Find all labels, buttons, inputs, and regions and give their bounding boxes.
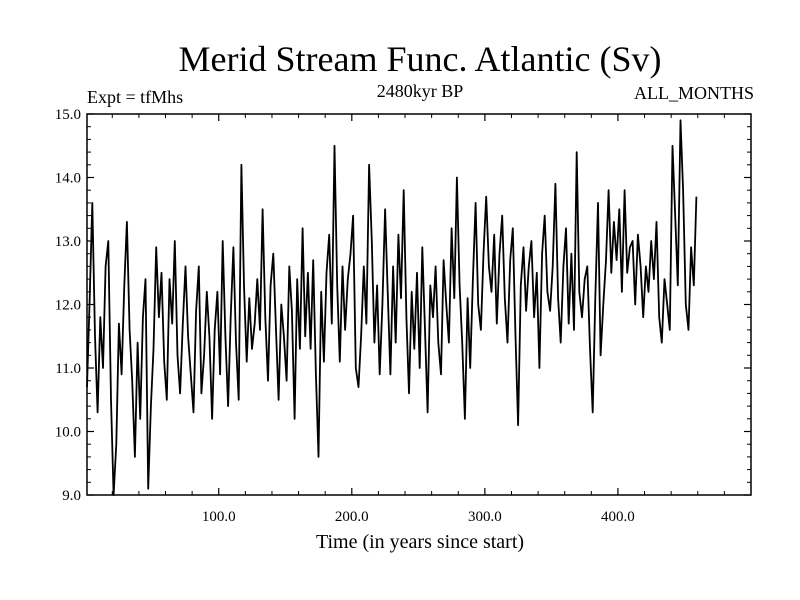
x-tick-label: 200.0 <box>335 509 369 525</box>
x-axis: 100.0 200.0 300.0 400.0 <box>111 114 725 525</box>
y-axis: 9.0 10.0 11.0 12.0 13.0 14.0 15.0 <box>55 107 751 504</box>
x-axis-label: Time (in years since start) <box>316 531 524 553</box>
y-tick-label: 11.0 <box>55 361 81 377</box>
y-tick-label: 15.0 <box>55 107 81 123</box>
y-tick-label: 9.0 <box>62 488 81 504</box>
y-tick-label: 10.0 <box>55 425 81 441</box>
experiment-label: Expt = tfMhs <box>87 87 184 107</box>
x-tick-label: 300.0 <box>468 509 502 525</box>
series-line <box>86 119 698 496</box>
chart-subtitle: 2480kyr BP <box>376 81 464 101</box>
y-tick-label: 14.0 <box>55 171 81 187</box>
x-tick-label: 400.0 <box>601 509 635 525</box>
plot-area <box>86 119 698 496</box>
y-tick-label: 12.0 <box>55 298 81 314</box>
y-tick-label: 13.0 <box>55 234 81 250</box>
months-label: ALL_MONTHS <box>634 83 754 103</box>
x-tick-label: 100.0 <box>202 509 236 525</box>
chart-title: Merid Stream Func. Atlantic (Sv) <box>178 39 662 79</box>
